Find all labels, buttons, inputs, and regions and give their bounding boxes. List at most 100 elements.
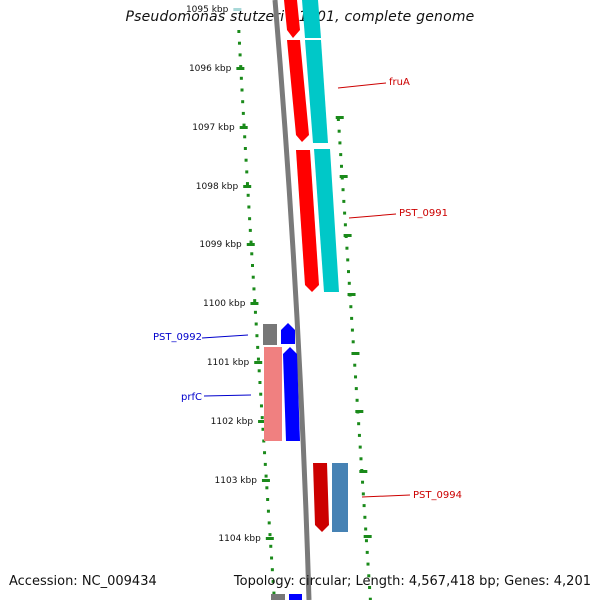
ruler-dot [252, 287, 256, 291]
ruler-dot [363, 515, 367, 519]
tick-label: 1099 kbp [199, 240, 242, 250]
tick-mark-outer [343, 234, 352, 237]
ruler-dot [259, 404, 263, 408]
ruler-dot [346, 258, 350, 262]
tick-mark-outer [335, 116, 344, 119]
features [263, 0, 348, 600]
cog-block-steel [332, 463, 348, 532]
tick-label: 1104 kbp [218, 534, 261, 544]
tick-label: 1103 kbp [215, 476, 258, 486]
tick-label: 1095 kbp [186, 5, 229, 15]
ruler-dot [246, 193, 250, 197]
gene-label-PST_0992[interactable]: PST_0992 [153, 332, 202, 343]
ruler-dot [255, 334, 259, 338]
ruler-dot [266, 498, 270, 501]
gene-label-PST_0991[interactable]: PST_0991 [399, 208, 448, 219]
ruler-dot [347, 281, 351, 285]
ruler-dot [245, 182, 249, 186]
tick-mark-outer [359, 470, 368, 473]
tick-mark-outer [363, 535, 372, 538]
ruler-dot [239, 76, 243, 80]
tick-mark [258, 420, 267, 423]
gene-label-fruA[interactable]: fruA [389, 77, 410, 88]
gene-block-PST_0992[interactable] [281, 323, 295, 344]
ruler-dot [269, 544, 273, 548]
ruler-dot [253, 299, 257, 303]
ruler-dot [350, 328, 354, 332]
gene-block-PST_0994[interactable] [313, 463, 329, 532]
ruler-dot [256, 345, 260, 349]
accession-text: Accession: NC_009434 [9, 574, 157, 589]
ruler-dot [336, 118, 340, 121]
tick-mark [250, 302, 259, 305]
gene-block-PST_0991[interactable] [296, 150, 319, 292]
cog-block-cyan-b [305, 40, 328, 143]
cog-block-gray [263, 324, 277, 345]
ruler-dot [261, 427, 265, 431]
ruler-dot [251, 275, 255, 279]
ruler-dot [248, 228, 252, 232]
ruler-dot [364, 539, 368, 543]
ruler-dot [239, 65, 243, 69]
ruler-dot [353, 363, 357, 367]
tick-mark [246, 243, 255, 246]
cog-block-cyan-a [302, 0, 321, 38]
ruler-dot [337, 129, 341, 133]
tick-mark-outer [355, 410, 364, 413]
tick-label: 1102 kbp [211, 417, 254, 427]
tick-mark [265, 537, 274, 540]
label-leaders [201, 82, 411, 498]
ruler-dot [241, 100, 245, 104]
ruler-dot [260, 416, 264, 420]
tick-label: 1097 kbp [192, 123, 235, 133]
tick-mark [261, 479, 270, 482]
ruler-dot [262, 439, 266, 443]
ruler-dot [367, 574, 371, 578]
ruler-dot [241, 111, 245, 115]
ruler-dot [272, 591, 276, 595]
ruler-dot [271, 579, 275, 583]
ruler-dot [259, 392, 263, 396]
cog-block-gray-bottom [271, 594, 285, 600]
genome-summary-text: Topology: circular; Length: 4,567,418 bp… [233, 574, 591, 589]
gene-block-fruA-a[interactable] [284, 0, 300, 38]
ruler-dot [247, 205, 251, 209]
ruler-dot [343, 223, 347, 227]
ruler-dot [362, 504, 366, 508]
tick-label: 1096 kbp [189, 64, 232, 74]
ruler-dot [244, 158, 248, 162]
ruler-dot [358, 445, 362, 449]
ruler-dot [243, 147, 247, 150]
gene-label-PST_0994[interactable]: PST_0994 [413, 490, 462, 501]
gene-label-prfC[interactable]: prfC [181, 392, 202, 403]
ruler-dot [237, 41, 241, 45]
tick-label: 1101 kbp [207, 358, 250, 368]
tick-mark-outer [339, 175, 348, 178]
ruler-dot [266, 509, 270, 513]
ruler-dot [343, 211, 347, 215]
ruler-dot [339, 164, 343, 168]
tick-mark-outer [351, 352, 360, 355]
ruler-dot [350, 316, 354, 320]
gene-block-prfC[interactable] [283, 347, 300, 441]
ruler-dot [338, 141, 342, 145]
ruler-dot [245, 170, 249, 174]
cog-block-pink [264, 347, 282, 441]
ruler-dot [357, 422, 361, 426]
ruler-dot [249, 240, 253, 244]
tick-mark [254, 361, 263, 364]
ruler-dot [354, 387, 358, 391]
ruler-dot [341, 188, 345, 192]
ruler-dot [270, 556, 274, 560]
ruler-dot [253, 310, 257, 314]
gene-block-fruA[interactable] [287, 40, 309, 142]
ruler-dot [250, 252, 254, 256]
map-title: Pseudomonas stutzeri A1501, complete gen… [125, 9, 475, 25]
ruler-dot [237, 30, 241, 33]
tick-label: 1100 kbp [203, 299, 246, 309]
tick-label: 1098 kbp [196, 182, 239, 192]
ruler-dot [248, 217, 252, 221]
ruler-dot [347, 270, 351, 274]
ruler-dot [361, 492, 365, 496]
